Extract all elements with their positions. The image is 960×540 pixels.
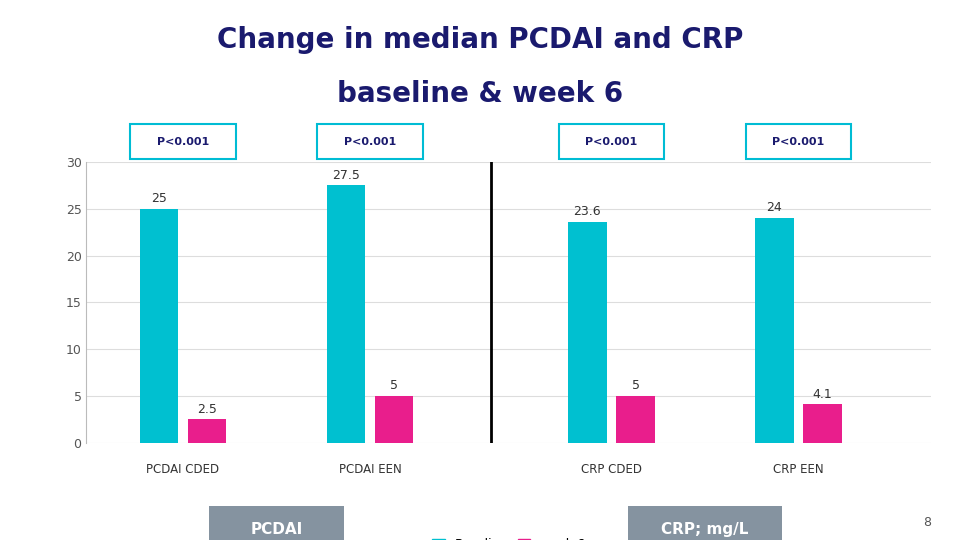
Bar bbox=[326, 185, 365, 443]
Bar bbox=[188, 420, 227, 443]
Bar bbox=[755, 218, 794, 443]
Legend: Baseline, week 6: Baseline, week 6 bbox=[427, 534, 590, 540]
Text: 27.5: 27.5 bbox=[332, 168, 360, 181]
Bar bbox=[374, 396, 414, 443]
Bar bbox=[616, 396, 655, 443]
Text: P<0.001: P<0.001 bbox=[344, 137, 396, 147]
Text: PCDAI EEN: PCDAI EEN bbox=[339, 463, 401, 476]
Text: 8: 8 bbox=[924, 516, 931, 529]
Text: 23.6: 23.6 bbox=[573, 205, 601, 218]
Text: P<0.001: P<0.001 bbox=[773, 137, 825, 147]
Text: 25: 25 bbox=[151, 192, 167, 205]
Bar bbox=[804, 404, 842, 443]
Text: PCDAI: PCDAI bbox=[251, 522, 302, 537]
Text: P<0.001: P<0.001 bbox=[156, 137, 209, 147]
Bar bbox=[568, 222, 607, 443]
Text: CRP CDED: CRP CDED bbox=[581, 463, 642, 476]
Text: 2.5: 2.5 bbox=[197, 403, 217, 416]
Bar bbox=[139, 209, 179, 443]
Text: 5: 5 bbox=[632, 379, 639, 392]
Text: P<0.001: P<0.001 bbox=[586, 137, 637, 147]
Text: CRP; mg/L: CRP; mg/L bbox=[661, 522, 749, 537]
Text: PCDAI CDED: PCDAI CDED bbox=[146, 463, 220, 476]
Text: CRP EEN: CRP EEN bbox=[773, 463, 824, 476]
Text: Change in median PCDAI and CRP: Change in median PCDAI and CRP bbox=[217, 26, 743, 54]
Text: baseline & week 6: baseline & week 6 bbox=[337, 80, 623, 108]
Text: 4.1: 4.1 bbox=[813, 388, 832, 401]
Text: 5: 5 bbox=[390, 379, 398, 392]
Text: 24: 24 bbox=[766, 201, 782, 214]
